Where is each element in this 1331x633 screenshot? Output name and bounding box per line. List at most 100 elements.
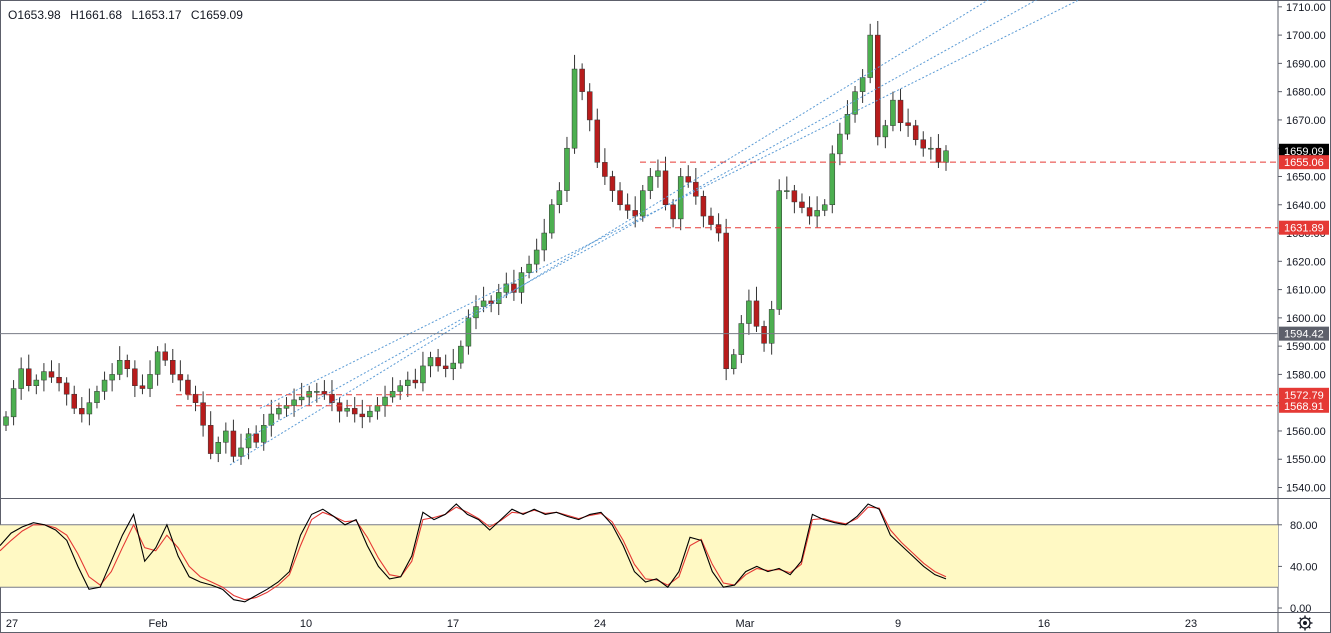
candle-body: [586, 91, 593, 121]
candle-body: [776, 190, 782, 310]
price-tick-label-1: 1550.00: [1286, 454, 1326, 466]
candle-body: [185, 379, 191, 395]
candle-body: [806, 207, 813, 217]
level-tag-3: 1568.91: [1279, 398, 1329, 413]
candle-body: [564, 147, 570, 191]
time-label-8: 23: [1185, 618, 1197, 630]
candle-body: [253, 433, 259, 443]
settings-gear-icon[interactable]: [1297, 615, 1313, 631]
time-label-7: 16: [1038, 618, 1050, 630]
candle-body: [867, 34, 873, 78]
time-label-6: 9: [895, 618, 901, 630]
candle-body: [10, 388, 17, 418]
candle-body: [473, 306, 479, 319]
candle-body: [71, 393, 77, 409]
candle-body: [632, 210, 638, 217]
candle-body: [359, 413, 366, 418]
candle-body: [640, 190, 646, 217]
level-tag-0-bg: [1279, 155, 1329, 170]
candle-body: [314, 391, 320, 393]
candle-body: [579, 68, 585, 92]
candle-body: [738, 323, 745, 355]
candle-body: [79, 408, 85, 415]
candle-body: [389, 391, 396, 398]
candle-body: [784, 190, 790, 192]
ohlc-high: H1661.68: [70, 8, 123, 22]
channel-line-1: [244, 0, 1038, 440]
gear-tooth: [1308, 617, 1311, 620]
candle-body: [276, 408, 282, 415]
channel-line-2: [259, 0, 1080, 409]
gear-tooth: [1299, 626, 1302, 629]
candle-body: [556, 190, 563, 206]
level-tag-2-bg: [1279, 387, 1329, 402]
candle-body: [693, 181, 699, 197]
candle-body: [761, 326, 767, 344]
candle-body: [298, 396, 305, 401]
candle-body: [382, 396, 388, 406]
ohlc-low: L1653.17: [131, 8, 182, 22]
candle-body: [844, 114, 851, 135]
candle-body: [730, 354, 737, 370]
level-tag-0-text: 1655.06: [1284, 157, 1324, 169]
price-tick-label-11: 1650.00: [1286, 171, 1326, 183]
candle-body: [18, 368, 24, 389]
candle-body: [662, 170, 669, 206]
level-tag-1-text: 1631.89: [1284, 223, 1324, 235]
reference-price-tag-text: 1594.42: [1284, 329, 1324, 341]
candle-body: [238, 447, 244, 457]
candle-body: [624, 204, 631, 211]
channel-line-0: [229, 0, 990, 466]
candle-body: [33, 379, 40, 386]
candle-body: [321, 391, 328, 395]
candle-body: [458, 345, 464, 364]
candle-body: [791, 190, 798, 203]
candle-body: [503, 283, 510, 293]
stoch-d-line: [0, 506, 947, 601]
price-tick-label-16: 1700.00: [1286, 30, 1326, 42]
candle-body: [912, 125, 919, 140]
candle-body: [177, 374, 184, 381]
stoch-tick-label-1: 40.00: [1290, 561, 1318, 573]
price-tick-label-7: 1610.00: [1286, 285, 1326, 297]
candle-body: [245, 433, 252, 449]
candle-body: [753, 300, 760, 327]
candle-body: [571, 68, 578, 149]
candle-body: [374, 405, 381, 412]
candle-body: [617, 190, 623, 206]
candle-body: [526, 263, 532, 273]
last-price-tag-text: 1659.09: [1284, 146, 1324, 158]
candle-body: [116, 360, 123, 375]
level-tag-0: 1655.06: [1279, 155, 1329, 170]
candle-body: [344, 408, 350, 412]
time-label-5: Mar: [736, 618, 755, 630]
candle-body: [420, 365, 426, 384]
candle-body: [882, 125, 889, 138]
candle-body: [852, 91, 858, 115]
candle-body: [192, 393, 199, 403]
last-price-tag: 1659.09: [1279, 143, 1329, 158]
candle-body: [147, 374, 153, 389]
candle-body: [124, 360, 131, 370]
candle-body: [602, 162, 608, 177]
ohlc-legend: O1653.98 H1661.68 L1653.17 C1659.09: [8, 8, 249, 22]
candle-body: [723, 232, 729, 370]
candle-body: [655, 170, 661, 177]
reference-price-tag-bg: [1279, 326, 1329, 341]
candle-body: [397, 385, 403, 392]
candle-body: [3, 416, 9, 426]
price-tick-label-13: 1670.00: [1286, 115, 1326, 127]
candle-body: [897, 99, 904, 124]
candle-body: [109, 374, 115, 381]
time-label-0: 27: [6, 618, 18, 630]
candle-body: [41, 371, 47, 381]
candle-body: [306, 391, 312, 398]
price-tick-label-8: 1620.00: [1286, 256, 1326, 268]
price-tick-label-2: 1560.00: [1286, 426, 1326, 438]
candle-body: [412, 379, 419, 384]
candle-body: [799, 201, 805, 208]
gear-hub: [1303, 621, 1307, 625]
stoch-tick-label-0: 80.00: [1290, 520, 1318, 532]
